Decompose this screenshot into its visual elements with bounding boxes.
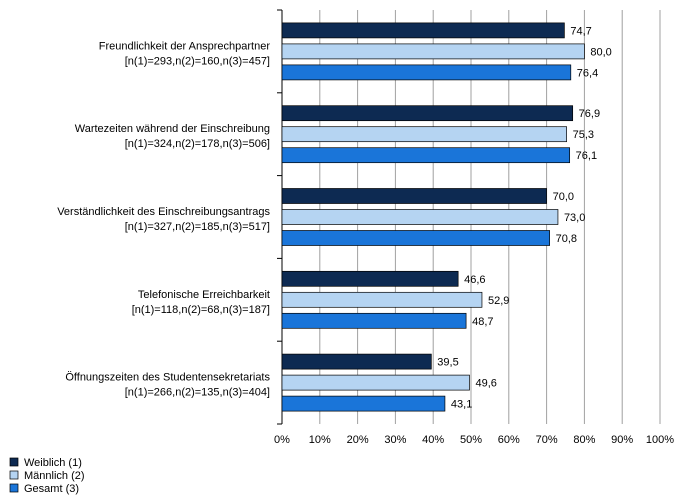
x-tick-label: 70% xyxy=(536,434,558,446)
x-tick-label: 40% xyxy=(422,434,444,446)
category-sample-size: [n(1)=327,n(2)=185,n(3)=517] xyxy=(125,221,270,233)
category-sample-size: [n(1)=118,n(2)=68,n(3)=187] xyxy=(132,304,270,316)
legend-swatch xyxy=(9,470,19,480)
bar xyxy=(281,147,571,164)
bar-value-label: 52,9 xyxy=(488,295,509,307)
legend-swatch xyxy=(9,457,19,467)
bar xyxy=(281,22,565,39)
x-tick-label: 60% xyxy=(498,434,520,446)
category-labels: Freundlichkeit der Ansprechpartner [n(1)=… xyxy=(57,40,270,398)
bar xyxy=(281,188,547,204)
bar xyxy=(281,395,446,412)
legend: Weiblich (1)Männlich (2)Gesamt (3) xyxy=(9,457,85,495)
bar-value-label: 80,0 xyxy=(590,46,611,58)
x-tick-label: 10% xyxy=(309,434,331,446)
x-tick-label: 100% xyxy=(646,434,674,446)
bar xyxy=(281,64,572,81)
category-sample-size: [n(1)=324,n(2)=178,n(3)=506] xyxy=(125,138,270,150)
x-tick-label: 0% xyxy=(274,434,290,446)
category-label: Öffnungszeiten des Studentensekretariats xyxy=(65,372,270,384)
legend-label: Gesamt (3) xyxy=(24,483,79,495)
x-axis-ticks: 0% 10% 20% 30% 40% 50% 60% 70% 80% 90% 100% xyxy=(274,434,674,446)
bar xyxy=(281,312,467,329)
bar-value-label: 70,8 xyxy=(556,233,577,245)
bar xyxy=(281,126,567,143)
bar-value-label: 76,1 xyxy=(576,150,597,162)
bar-value-label: 49,6 xyxy=(475,378,496,390)
legend-swatch xyxy=(9,483,19,493)
x-tick-label: 80% xyxy=(573,434,595,446)
x-tick-label: 30% xyxy=(384,434,406,446)
legend-label: Weiblich (1) xyxy=(24,457,82,469)
bar xyxy=(281,353,432,370)
bar xyxy=(281,230,550,246)
bar xyxy=(281,270,459,287)
legend-label: Männlich (2) xyxy=(24,470,85,482)
category-sample-size: [n(1)=293,n(2)=160,n(3)=457] xyxy=(125,55,270,67)
bar-value-label: 76,9 xyxy=(579,108,600,120)
bar xyxy=(281,209,559,225)
bar-value-label: 76,4 xyxy=(577,67,598,79)
bar-value-label: 43,1 xyxy=(451,399,472,411)
bar-value-label: 75,3 xyxy=(573,129,594,141)
bar-value-label: 73,0 xyxy=(564,212,585,224)
bars xyxy=(281,22,585,412)
bar xyxy=(281,374,470,391)
bar-value-label: 46,6 xyxy=(464,274,485,286)
bar-value-label: 74,7 xyxy=(570,25,591,37)
bar-value-label: 39,5 xyxy=(437,357,458,369)
bar xyxy=(281,291,483,308)
data-labels: 74,7 80,0 76,4 76,9 75,3 76,1 70,0 73,0 70,8 46,6… xyxy=(437,25,612,410)
x-tick-label: 50% xyxy=(460,434,482,446)
bar-value-label: 48,7 xyxy=(472,316,493,328)
x-tick-label: 90% xyxy=(611,434,633,446)
bar xyxy=(281,43,585,60)
category-label: Freundlichkeit der Ansprechpartner xyxy=(99,40,271,52)
bar-value-label: 70,0 xyxy=(553,191,574,203)
bar xyxy=(281,105,574,122)
category-label: Verständlichkeit des Einschreibungsantra… xyxy=(57,206,270,218)
category-label: Telefonische Erreichbarkeit xyxy=(138,289,270,301)
category-sample-size: [n(1)=266,n(2)=135,n(3)=404] xyxy=(125,387,270,399)
x-tick-label: 20% xyxy=(347,434,369,446)
category-label: Wartezeiten während der Einschreibung xyxy=(75,123,270,135)
